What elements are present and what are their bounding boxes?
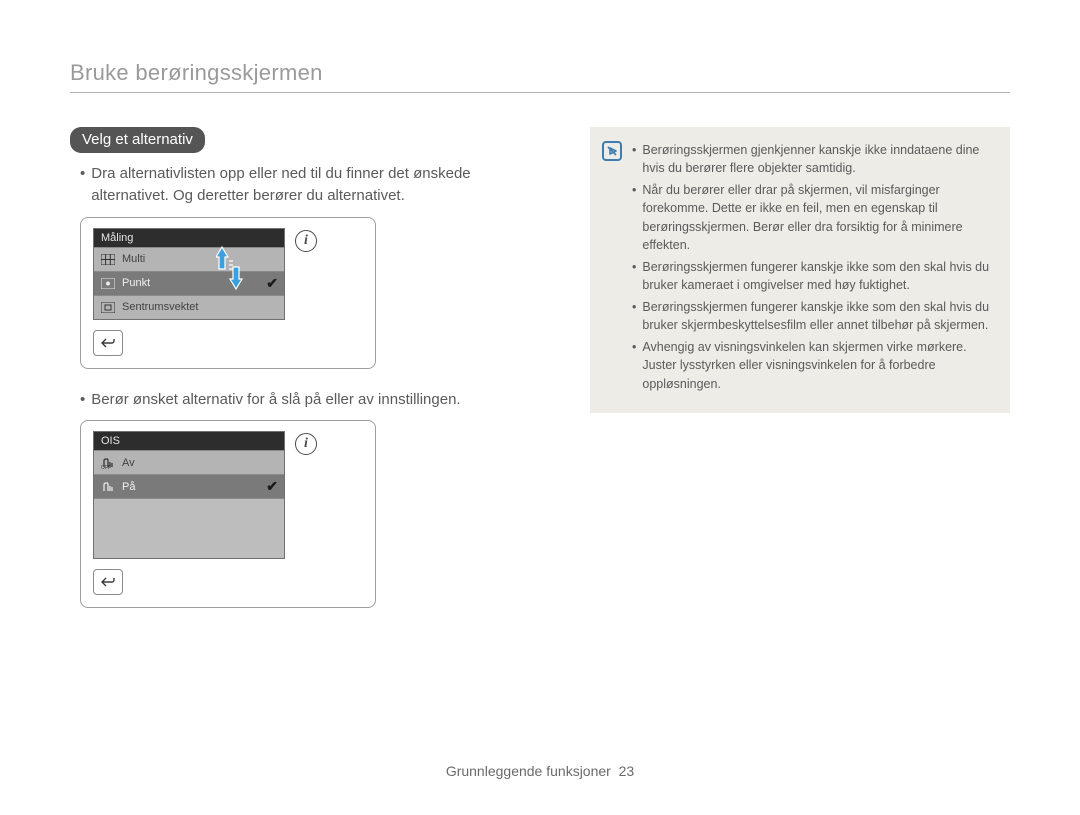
- note-item: •Berøringsskjermen gjenkjenner kanskje i…: [632, 141, 992, 177]
- right-column: •Berøringsskjermen gjenkjenner kanskje i…: [590, 127, 1010, 628]
- note-list: •Berøringsskjermen gjenkjenner kanskje i…: [632, 141, 992, 397]
- screen-header: OIS: [94, 432, 284, 450]
- page-title: Bruke berøringsskjermen: [70, 60, 1010, 93]
- list-item-label: Sentrumsvektet: [122, 301, 198, 313]
- multi-metering-icon: [100, 252, 116, 266]
- note-item: •Når du berører eller drar på skjermen, …: [632, 181, 992, 254]
- screen-header: Måling: [94, 229, 284, 247]
- device-illustration-1: Måling Multi Punkt ✔: [80, 217, 376, 369]
- device-illustration-2: OIS OFF Av På ✔: [80, 420, 376, 608]
- list-item[interactable]: Multi: [94, 247, 284, 271]
- bullet-dot: •: [80, 163, 85, 207]
- footer-label: Grunnleggende funksjoner: [446, 763, 611, 779]
- bullet-dot: •: [80, 389, 85, 411]
- drag-arrows-icon: [216, 245, 244, 304]
- instruction-text: Berør ønsket alternativ for å slå på ell…: [91, 389, 550, 411]
- list-item[interactable]: Punkt ✔: [94, 271, 284, 295]
- screen-empty-area: [94, 498, 284, 558]
- list-item[interactable]: På ✔: [94, 474, 284, 498]
- ois-off-icon: OFF: [100, 456, 116, 470]
- list-item[interactable]: OFF Av: [94, 450, 284, 474]
- note-item: •Berøringsskjermen fungerer kanskje ikke…: [632, 298, 992, 334]
- svg-text:OFF: OFF: [101, 465, 111, 469]
- note-icon: [602, 141, 622, 161]
- camera-screen: OIS OFF Av På ✔: [93, 431, 285, 559]
- info-icon[interactable]: i: [295, 433, 317, 455]
- back-button[interactable]: [93, 330, 123, 356]
- list-item[interactable]: Sentrumsvektet: [94, 295, 284, 319]
- instruction-bullet: • Berør ønsket alternativ for å slå på e…: [70, 389, 550, 411]
- info-icon[interactable]: i: [295, 230, 317, 252]
- note-item: •Berøringsskjermen fungerer kanskje ikke…: [632, 258, 992, 294]
- note-item: •Avhengig av visningsvinkelen kan skjerm…: [632, 338, 992, 392]
- center-metering-icon: [100, 300, 116, 314]
- list-item-label: På: [122, 481, 135, 493]
- instruction-bullet: • Dra alternativlisten opp eller ned til…: [70, 163, 550, 207]
- ois-on-icon: [100, 480, 116, 494]
- check-icon: ✔: [266, 478, 278, 495]
- page-footer: Grunnleggende funksjoner 23: [0, 763, 1080, 779]
- check-icon: ✔: [266, 275, 278, 292]
- list-item-label: Av: [122, 457, 135, 469]
- footer-page-number: 23: [619, 763, 635, 779]
- list-item-label: Multi: [122, 253, 145, 265]
- left-column: Velg et alternativ • Dra alternativliste…: [70, 127, 550, 628]
- camera-screen: Måling Multi Punkt ✔: [93, 228, 285, 320]
- instruction-text: Dra alternativlisten opp eller ned til d…: [91, 163, 550, 207]
- section-heading-pill: Velg et alternativ: [70, 127, 205, 153]
- back-button[interactable]: [93, 569, 123, 595]
- spot-metering-icon: [100, 276, 116, 290]
- note-box: •Berøringsskjermen gjenkjenner kanskje i…: [590, 127, 1010, 413]
- list-item-label: Punkt: [122, 277, 150, 289]
